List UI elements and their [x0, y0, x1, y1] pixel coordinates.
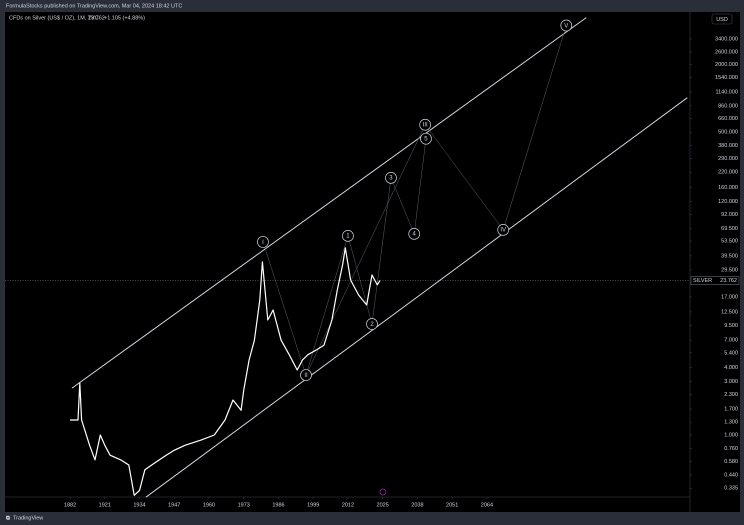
y-tick-label: 4.000 [724, 365, 738, 371]
wave-label: III [423, 123, 428, 129]
y-tick-label: 1540.000 [715, 75, 738, 81]
price-line [70, 247, 381, 496]
y-tick-label: 2.300 [724, 392, 738, 398]
y-tick-label: 2600.000 [715, 49, 738, 55]
y-tick-label: 1.700 [724, 407, 738, 413]
wave-label-circle [366, 318, 378, 330]
y-tick-label: 1.300 [724, 420, 738, 426]
header: FormulaStocks published on TradingView.c… [6, 3, 182, 9]
y-tick-label: 0.760 [724, 446, 738, 452]
y-tick-label: 12.500 [721, 309, 738, 315]
wave-label-circle [497, 224, 510, 236]
x-tick-label: 1934 [133, 502, 145, 508]
wave-label: 2 [370, 322, 374, 328]
currency[interactable]: USD [716, 17, 728, 23]
y-tick-label: 860.000 [718, 103, 738, 109]
wave-projection [305, 138, 427, 376]
x-tick-label: 1882 [64, 502, 76, 508]
x-tick-label: 2051 [446, 502, 458, 508]
currency-box[interactable] [711, 13, 733, 25]
y-tick-label: 3.000 [724, 379, 738, 385]
y-tick-label: 0.440 [724, 472, 738, 478]
y-tick-label: 0.580 [724, 459, 738, 465]
wave-label: 4 [413, 232, 417, 238]
y-tick-label: 39.500 [721, 253, 738, 259]
wave-label: I [262, 240, 264, 246]
y-tick-label: 1140.000 [715, 90, 738, 96]
channel-line [71, 17, 587, 389]
plot-background [5, 12, 740, 512]
y-tick-label: 92.000 [721, 212, 738, 218]
x-tick-label: 1960 [203, 502, 215, 508]
wave-label: IV [500, 228, 506, 234]
y-tick-label: 69.500 [721, 226, 738, 232]
x-tick-label: 1999 [307, 502, 319, 508]
y-tick-label: 9.500 [724, 323, 738, 329]
price-tag-symbol: SILVER [693, 278, 712, 284]
y-tick-label: 220.000 [718, 170, 738, 176]
x-tick-label: 2038 [411, 502, 423, 508]
y-tick-label: 53.500 [721, 239, 738, 245]
y-tick-label: 2000.000 [715, 62, 738, 68]
y-tick-label: 290.000 [718, 156, 738, 162]
wave-label-circle [385, 172, 397, 184]
wave-label: II [304, 373, 308, 379]
y-tick-label: 7.000 [724, 338, 738, 344]
y-tick-label: 3400.000 [715, 36, 738, 42]
x-tick-label: 1986 [272, 502, 284, 508]
wave-label: V [564, 23, 568, 29]
legend-change: +1.105 (+4.88%) [104, 15, 145, 21]
wave-label: 3 [389, 176, 393, 182]
event-icon[interactable] [379, 488, 387, 496]
wave-label-circle [300, 369, 312, 381]
x-tick-label: 2012 [342, 502, 354, 508]
y-tick-label: 120.000 [718, 199, 738, 205]
y-tick-label: 660.000 [718, 116, 738, 122]
legend-value: 23.762 [88, 15, 105, 21]
y-tick-label: 0.335 [724, 486, 738, 492]
y-tick-label: 5.400 [724, 350, 738, 356]
x-tick-label: 2064 [481, 502, 493, 508]
y-tick-label: 380.000 [718, 143, 738, 149]
logo: ⧉ [6, 515, 10, 521]
y-tick-label: 1.000 [724, 432, 738, 438]
wave-label-circle [560, 19, 573, 32]
legend-title: CFDs on Silver (US$ / OZ), 1M, TVC [9, 15, 99, 21]
wave-label: 1 [346, 234, 350, 240]
x-tick-label: 2025 [377, 502, 389, 508]
y-tick-label: 500.000 [718, 130, 738, 136]
price-tag [690, 276, 740, 285]
wave-label-circle [419, 118, 432, 131]
wave-label: 5 [424, 137, 428, 143]
wave-label-circle [257, 236, 269, 248]
wave-label-circle [342, 230, 354, 242]
y-tick-label: 160.000 [718, 185, 738, 191]
y-tick-label: 29.500 [721, 268, 738, 274]
x-tick-label: 1973 [238, 502, 250, 508]
x-tick-label: 1947 [168, 502, 180, 508]
wave-label-circle [420, 132, 432, 145]
x-tick-label: 1921 [99, 502, 111, 508]
wave-label-circle [408, 228, 421, 240]
footer: TradingView [13, 515, 43, 521]
price-tag-value: 23.762 [720, 278, 737, 284]
y-tick-label: 17.000 [721, 294, 738, 300]
channel-line [145, 97, 688, 498]
